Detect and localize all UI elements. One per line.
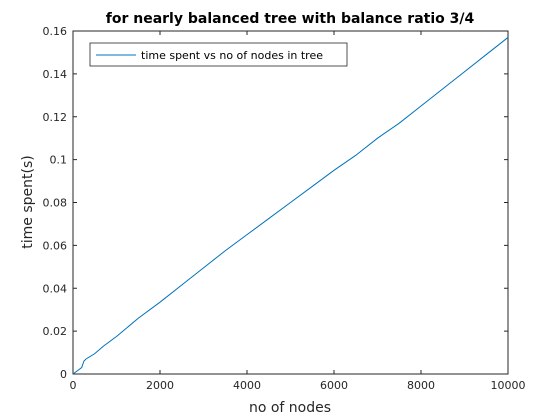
x-tick-label: 4000 — [233, 379, 261, 392]
x-axis: 0 2000 4000 6000 8000 10000 — [70, 31, 526, 392]
x-tick-label: 6000 — [320, 379, 348, 392]
y-tick-label: 0.12 — [43, 111, 68, 124]
y-tick-label: 0.04 — [43, 282, 68, 295]
legend-label: time spent vs no of nodes in tree — [141, 49, 323, 62]
y-tick-label: 0.14 — [43, 68, 68, 81]
y-axis-label: time spent(s) — [20, 155, 36, 248]
x-tick-label: 0 — [70, 379, 77, 392]
chart-title: for nearly balanced tree with balance ra… — [106, 11, 475, 27]
series-line — [72, 37, 509, 375]
y-tick-label: 0.06 — [43, 239, 68, 252]
y-tick-label: 0.02 — [43, 325, 68, 338]
x-tick-label: 10000 — [491, 379, 526, 392]
x-tick-label: 2000 — [146, 379, 174, 392]
legend: time spent vs no of nodes in tree — [89, 42, 348, 67]
y-tick-label: 0.1 — [50, 154, 68, 167]
legend-box — [89, 42, 348, 67]
y-axis: 0 0.02 0.04 0.06 0.08 0.1 0.12 0.14 0.16 — [43, 25, 508, 381]
x-tick-label: 8000 — [407, 379, 435, 392]
y-tick-label: 0.16 — [43, 25, 68, 38]
y-tick-label: 0.08 — [43, 197, 68, 210]
y-tick-label: 0 — [60, 368, 67, 381]
x-axis-label: no of nodes — [249, 400, 331, 416]
